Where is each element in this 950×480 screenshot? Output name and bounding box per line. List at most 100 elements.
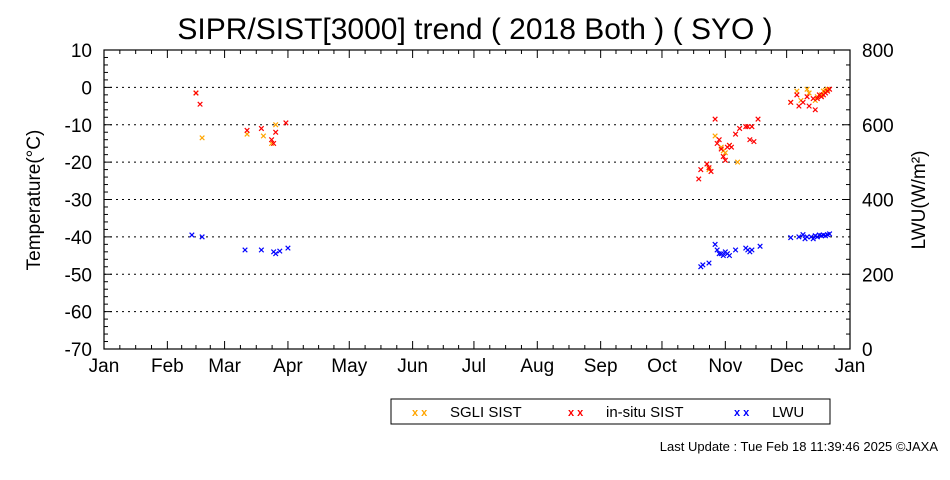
x-tick-label: Feb [151,356,184,377]
data-point-stroke [788,234,794,241]
data-point [285,245,291,251]
y-axis-label: Temperature(°C) [24,130,45,271]
data-point [796,234,802,240]
legend-marker-lwu: x x [734,407,750,419]
y-tick-label: -50 [65,265,92,286]
data-point-stroke [747,136,753,143]
data-point-stroke [700,262,706,268]
data-point [747,136,753,143]
data-point-stroke [751,138,757,145]
data-point [755,116,761,122]
data-point-stroke [745,123,751,130]
y-tick-label: -10 [65,116,92,137]
data-point [720,252,727,259]
data-point [751,138,757,145]
data-point [722,150,729,156]
data-point-stroke [814,95,821,102]
legend-marker-insitu: x x [568,407,584,419]
data-point [804,86,810,92]
data-point-stroke [804,93,810,100]
x-tick-label: Sep [584,356,618,377]
data-point [718,144,724,150]
data-point [714,140,720,147]
data-point-stroke [714,247,720,253]
data-point-stroke [757,243,763,249]
data-point-stroke [270,140,277,147]
data-point-stroke [800,231,806,238]
data-point-stroke [755,116,761,122]
data-point-stroke [272,250,279,257]
data-point-stroke [820,232,827,238]
data-point [736,125,743,132]
data-point-stroke [806,103,812,109]
data-point [704,161,710,167]
data-point [732,131,739,137]
data-point [700,262,706,268]
y2-axis-label: LWU(W/m²) [909,151,930,250]
data-point [810,95,816,102]
data-point [749,123,755,130]
data-point [712,133,718,139]
y2-tick-label: 800 [862,41,894,62]
y2-tick-labels: 800 600 400 200 0 [862,41,894,361]
data-point-stroke [824,86,831,92]
data-point [197,101,203,107]
data-point-stroke [804,86,810,92]
data-point [734,159,741,165]
y2-tick-label: 200 [862,265,894,286]
data-point-stroke [197,101,203,107]
x-tick-label: Jan [89,356,120,377]
y2-tick-label: 400 [862,191,894,212]
data-point-stroke [722,157,729,163]
y2-tick-label: 600 [862,116,894,137]
data-point [193,90,199,96]
chart-title: SIPR/SIST[3000] trend ( 2018 Both ) ( SY… [177,13,772,46]
data-point [794,92,800,98]
y-tick-label: -60 [65,303,92,324]
data-point-stroke [696,176,702,182]
x-tick-label: Jul [462,356,486,377]
data-point-stroke [712,133,718,139]
data-point [814,95,821,102]
data-point [258,125,265,132]
data-point [712,116,718,122]
y-tick-label: 0 [81,78,92,99]
x-tick-label: Jan [835,356,866,377]
x-tick-label: Jun [397,356,428,377]
data-point [272,122,279,128]
data-point-stroke [726,252,733,259]
data-point-stroke [714,140,720,147]
data-point-stroke [283,120,289,126]
legend-box [390,398,831,425]
data-point [270,140,277,147]
data-point-stroke [199,234,205,240]
data-point [706,165,712,171]
data-point [749,247,755,253]
data-point [806,90,812,96]
data-point [698,166,704,173]
data-point-stroke [268,136,275,143]
data-point [696,176,702,182]
data-point [272,250,279,257]
data-point [800,231,806,238]
plot-frame [103,49,851,350]
data-point-stroke [189,232,195,238]
data-point [788,99,794,106]
data-point-stroke [826,86,833,92]
data-point [743,123,749,130]
data-point-stroke [258,125,265,132]
data-point-stroke [794,92,800,98]
x-tick-label: Oct [647,356,677,377]
data-point-stroke [734,159,741,165]
data-point-stroke [732,247,739,253]
data-point [732,247,739,253]
data-point [720,153,727,160]
data-point [283,120,289,126]
data-point [716,136,722,143]
data-point [189,232,195,238]
data-point-stroke [716,136,722,143]
data-point [806,103,812,109]
data-point-stroke [260,133,267,139]
data-point [716,250,722,257]
